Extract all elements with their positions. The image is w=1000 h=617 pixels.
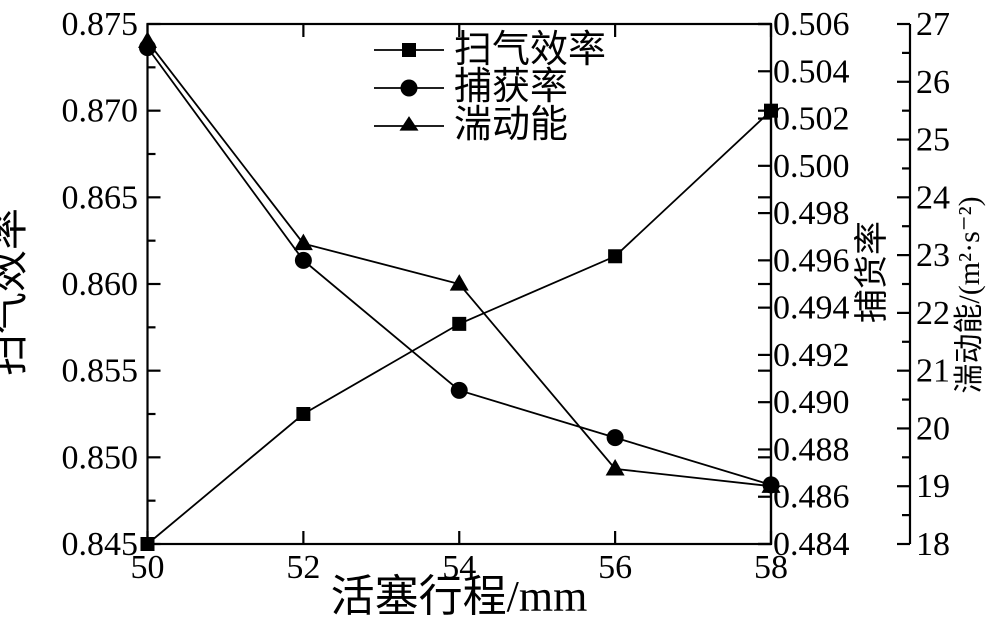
svg-text:18: 18 (916, 526, 950, 563)
svg-text:扫气效率: 扫气效率 (454, 29, 606, 71)
svg-text:27: 27 (916, 6, 950, 43)
svg-text:26: 26 (916, 64, 950, 101)
svg-text:0.855: 0.855 (62, 353, 139, 390)
svg-text:扫气效率: 扫气效率 (0, 208, 32, 376)
svg-text:0.875: 0.875 (62, 6, 139, 43)
svg-text:湍动能/(m²·s⁻²): 湍动能/(m²·s⁻²) (953, 196, 986, 393)
svg-text:23: 23 (916, 237, 950, 274)
svg-text:0.500: 0.500 (773, 148, 850, 185)
svg-text:0.492: 0.492 (773, 337, 850, 374)
svg-text:湍动能: 湍动能 (454, 104, 568, 146)
svg-text:捕货率: 捕货率 (853, 221, 891, 323)
svg-text:0.488: 0.488 (773, 432, 850, 469)
svg-text:0.865: 0.865 (62, 179, 139, 216)
svg-text:0.498: 0.498 (773, 195, 850, 232)
svg-text:0.506: 0.506 (773, 6, 850, 43)
svg-text:0.860: 0.860 (62, 266, 139, 303)
svg-text:0.494: 0.494 (773, 290, 850, 327)
svg-text:0.504: 0.504 (773, 53, 850, 90)
svg-text:捕获率: 捕获率 (454, 66, 568, 108)
svg-text:20: 20 (916, 410, 950, 447)
svg-text:56: 56 (598, 549, 632, 586)
svg-text:0.850: 0.850 (62, 439, 139, 476)
svg-text:活塞行程/mm: 活塞行程/mm (331, 572, 588, 617)
svg-text:0.502: 0.502 (773, 101, 850, 138)
svg-text:0.496: 0.496 (773, 242, 850, 279)
svg-text:0.845: 0.845 (62, 526, 139, 563)
svg-text:0.490: 0.490 (773, 384, 850, 421)
svg-text:19: 19 (916, 468, 950, 505)
svg-text:0.486: 0.486 (773, 479, 850, 516)
svg-text:21: 21 (916, 353, 950, 390)
svg-text:52: 52 (286, 549, 320, 586)
svg-text:50: 50 (131, 549, 165, 586)
svg-text:58: 58 (754, 549, 788, 586)
svg-text:24: 24 (916, 179, 950, 216)
svg-text:22: 22 (916, 295, 950, 332)
svg-text:0.870: 0.870 (62, 93, 139, 130)
svg-text:25: 25 (916, 122, 950, 159)
